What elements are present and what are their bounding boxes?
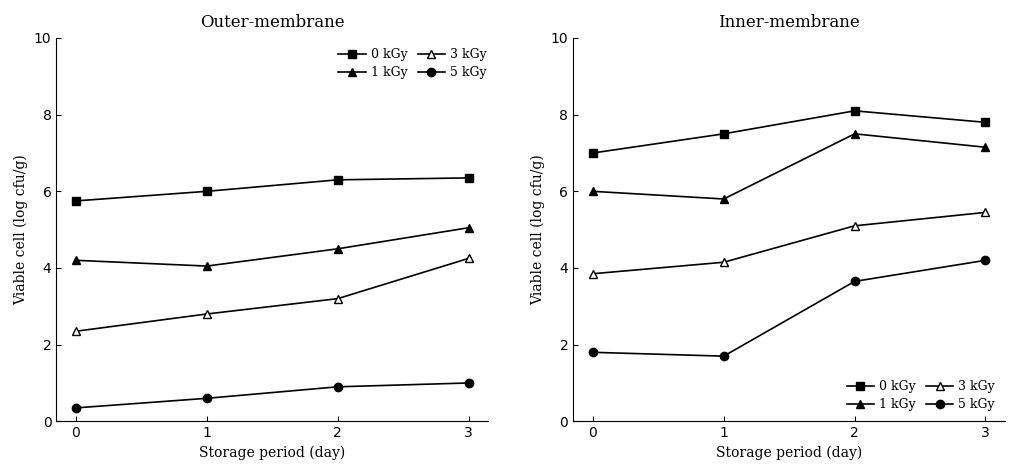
- Line: 1 kGy: 1 kGy: [71, 224, 473, 270]
- 0 kGy: [849, 108, 861, 114]
- Line: 5 kGy: 5 kGy: [71, 379, 473, 412]
- 1 kGy: [201, 263, 213, 269]
- 3 kGy: [201, 311, 213, 317]
- 3 kGy: [587, 271, 599, 276]
- Line: 3 kGy: 3 kGy: [71, 254, 473, 336]
- X-axis label: Storage period (day): Storage period (day): [199, 446, 345, 460]
- 3 kGy: [463, 255, 475, 261]
- 5 kGy: [979, 257, 991, 263]
- Line: 5 kGy: 5 kGy: [589, 256, 989, 360]
- 5 kGy: [463, 380, 475, 386]
- Legend: 0 kGy, 1 kGy, 3 kGy, 5 kGy: 0 kGy, 1 kGy, 3 kGy, 5 kGy: [334, 44, 490, 83]
- Title: Inner-membrane: Inner-membrane: [718, 14, 860, 31]
- 0 kGy: [979, 119, 991, 125]
- 3 kGy: [331, 296, 343, 301]
- 5 kGy: [717, 353, 730, 359]
- 5 kGy: [587, 349, 599, 355]
- 5 kGy: [70, 405, 83, 411]
- 0 kGy: [331, 177, 343, 182]
- 1 kGy: [849, 131, 861, 137]
- 1 kGy: [587, 189, 599, 194]
- 5 kGy: [201, 395, 213, 401]
- 1 kGy: [717, 196, 730, 202]
- Line: 0 kGy: 0 kGy: [71, 174, 473, 205]
- 0 kGy: [717, 131, 730, 137]
- 3 kGy: [717, 259, 730, 265]
- 3 kGy: [979, 210, 991, 215]
- Line: 0 kGy: 0 kGy: [589, 107, 989, 157]
- Title: Outer-membrane: Outer-membrane: [200, 14, 344, 31]
- Legend: 0 kGy, 1 kGy, 3 kGy, 5 kGy: 0 kGy, 1 kGy, 3 kGy, 5 kGy: [843, 376, 999, 415]
- 1 kGy: [463, 225, 475, 230]
- 0 kGy: [463, 175, 475, 181]
- 0 kGy: [70, 198, 83, 204]
- Y-axis label: Viable cell (log cfu/g): Viable cell (log cfu/g): [14, 154, 29, 305]
- 1 kGy: [70, 257, 83, 263]
- Y-axis label: Viable cell (log cfu/g): Viable cell (log cfu/g): [531, 154, 545, 305]
- 5 kGy: [331, 384, 343, 390]
- 1 kGy: [331, 246, 343, 252]
- 5 kGy: [849, 279, 861, 284]
- 0 kGy: [201, 189, 213, 194]
- X-axis label: Storage period (day): Storage period (day): [716, 446, 862, 460]
- Line: 3 kGy: 3 kGy: [589, 208, 989, 278]
- Line: 1 kGy: 1 kGy: [589, 130, 989, 203]
- 3 kGy: [70, 328, 83, 334]
- 3 kGy: [849, 223, 861, 228]
- 0 kGy: [587, 150, 599, 156]
- 1 kGy: [979, 145, 991, 150]
